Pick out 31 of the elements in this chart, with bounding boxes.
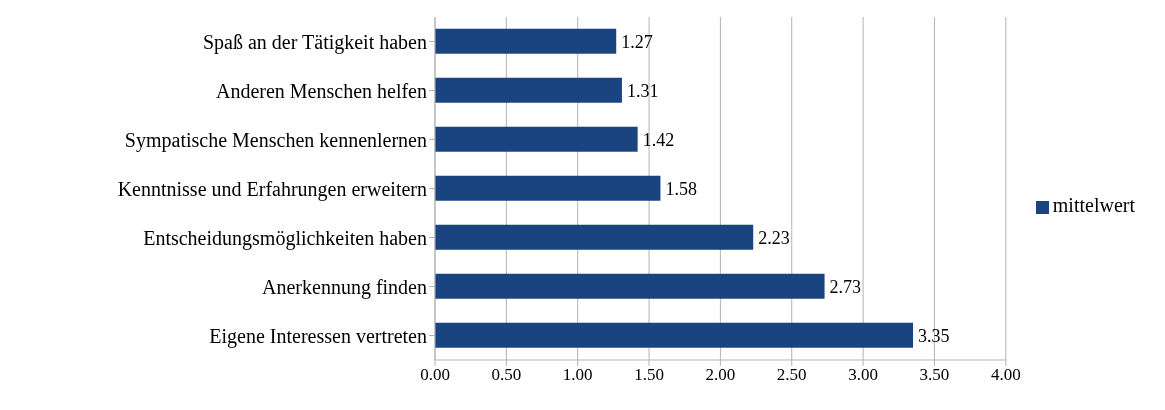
y-tick-label: Kenntnisse und Erfahrungen erweitern xyxy=(117,177,427,201)
x-tick-label: 4.00 xyxy=(990,365,1021,385)
bar xyxy=(435,224,754,250)
data-label: 2.23 xyxy=(758,227,790,248)
y-tick-label: Spaß an der Tätigkeit haben xyxy=(202,30,427,54)
x-tick-label: 1.00 xyxy=(562,365,593,385)
y-tick-label: Eigene Interessen vertreten xyxy=(209,324,427,348)
x-tick-label: 3.00 xyxy=(848,365,878,385)
data-label: 2.73 xyxy=(829,276,862,297)
bar xyxy=(435,77,622,103)
x-tick-label: 3.50 xyxy=(919,365,950,385)
y-tick-label: Anerkennung finden xyxy=(262,275,427,299)
data-label: 1.42 xyxy=(642,129,675,150)
bar xyxy=(435,322,914,348)
bar xyxy=(435,126,638,152)
bar xyxy=(435,175,661,201)
legend-label: mittelwert xyxy=(1052,193,1135,216)
y-tick-label: Sympatische Menschen kennenlernen xyxy=(124,128,427,152)
bar xyxy=(435,28,617,54)
data-label: 1.31 xyxy=(626,80,659,101)
x-tick-label: 0.50 xyxy=(491,365,522,385)
data-label: 1.27 xyxy=(621,31,653,52)
data-label: 1.58 xyxy=(665,178,697,199)
data-label: 3.35 xyxy=(918,325,950,346)
y-tick-label: Entscheidungsmöglichkeiten haben xyxy=(143,226,427,250)
bar xyxy=(435,273,825,299)
x-tick-label: 2.50 xyxy=(776,365,807,385)
x-tick-label: 0.00 xyxy=(420,365,450,385)
y-tick-label: Anderen Menschen helfen xyxy=(215,79,427,102)
x-tick-label: 1.50 xyxy=(634,365,664,385)
x-tick-label: 2.00 xyxy=(705,365,736,385)
